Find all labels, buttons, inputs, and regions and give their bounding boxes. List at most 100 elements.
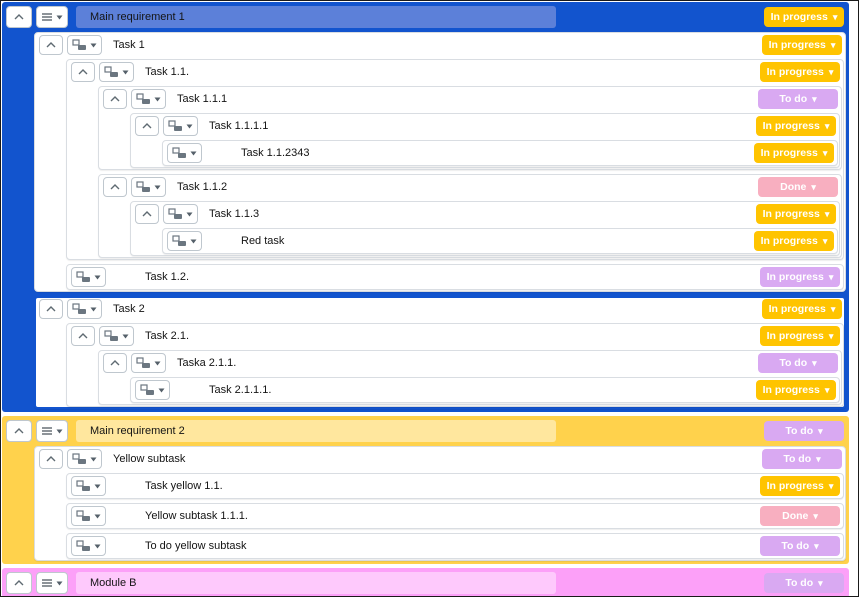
task-row[interactable]: Task 1.1.3 In progress ▾ (132, 203, 838, 225)
task-row[interactable]: Task 2.1.1.1. In progress ▾ (132, 379, 838, 401)
status-badge[interactable]: In progress ▾ (762, 35, 842, 55)
subtask-menu-button[interactable] (71, 476, 106, 496)
task-row[interactable]: Yellow subtask 1.1.1. Done ▾ (68, 505, 842, 527)
task-group-taska-2-1-1: Taska 2.1.1. To do ▾ (98, 350, 842, 405)
row-controls (68, 267, 145, 287)
subtask-menu-button[interactable] (67, 449, 102, 469)
task-row[interactable]: Red task In progress ▾ (164, 230, 836, 252)
task-row[interactable]: Taska 2.1.1. To do ▾ (100, 352, 840, 374)
add-subtask-icon (136, 93, 150, 104)
task-row[interactable]: To do yellow subtask To do ▾ (68, 535, 842, 557)
subtask-menu-button[interactable] (131, 89, 166, 109)
task-row[interactable]: Task 1.1. In progress ▾ (68, 61, 842, 83)
children: Task 2.1. In progress ▾ (66, 323, 844, 407)
status-badge[interactable]: To do ▾ (758, 353, 838, 373)
subtask-menu-button[interactable] (131, 353, 166, 373)
menu-button[interactable] (36, 6, 68, 28)
status-badge[interactable]: In progress ▾ (762, 299, 842, 319)
menu-button[interactable] (36, 572, 68, 594)
requirement-row-main-2[interactable]: Main requirement 2 To do ▾ (5, 419, 846, 443)
task-row[interactable]: Task 1.1.2343 In progress ▾ (164, 142, 836, 164)
subtask-menu-button[interactable] (67, 299, 102, 319)
subtask-menu-button[interactable] (71, 536, 106, 556)
status-badge[interactable]: In progress ▾ (760, 267, 840, 287)
task-leaf-task-1-1-2343: Task 1.1.2343 In progress ▾ (162, 140, 838, 166)
collapse-button[interactable] (103, 353, 127, 373)
requirement-row-module-b[interactable]: Module B To do ▾ (5, 571, 846, 595)
status-badge[interactable]: In progress ▾ (764, 7, 844, 27)
subtask-menu-button[interactable] (135, 380, 170, 400)
subtask-menu-button[interactable] (67, 35, 102, 55)
children: Task 1.1.2343 In progress ▾ (162, 140, 838, 166)
collapse-button[interactable] (6, 6, 32, 28)
row-controls (132, 204, 209, 224)
status-badge[interactable]: To do ▾ (762, 449, 842, 469)
status-badge[interactable]: In progress ▾ (760, 326, 840, 346)
collapse-button[interactable] (135, 204, 159, 224)
status-badge[interactable]: To do ▾ (760, 536, 840, 556)
status-badge[interactable]: In progress ▾ (754, 231, 834, 251)
status-badge[interactable]: To do ▾ (758, 89, 838, 109)
collapse-button[interactable] (39, 299, 63, 319)
collapse-button[interactable] (6, 572, 32, 594)
collapse-button[interactable] (39, 35, 63, 55)
status-badge[interactable]: In progress ▾ (756, 116, 836, 136)
task-row[interactable]: Task 2.1. In progress ▾ (68, 325, 842, 347)
container-main-requirement-1: Main requirement 1 In progress ▾ (2, 2, 849, 412)
menu-button[interactable] (36, 420, 68, 442)
subtask-menu-button[interactable] (163, 116, 198, 136)
subtask-menu-button[interactable] (167, 143, 202, 163)
subtask-menu-button[interactable] (71, 267, 106, 287)
task-row[interactable]: Task 1.1.1 To do ▾ (100, 88, 840, 110)
task-label: Task 1 (113, 39, 145, 51)
task-row[interactable]: Task yellow 1.1. In progress ▾ (68, 475, 842, 497)
task-row[interactable]: Task 1 In progress ▾ (36, 34, 844, 56)
collapse-button[interactable] (6, 420, 32, 442)
status-badge[interactable]: In progress ▾ (756, 204, 836, 224)
subtask-menu-button[interactable] (71, 506, 106, 526)
status-badge[interactable]: To do ▾ (764, 573, 844, 593)
caret-down-icon (190, 151, 197, 155)
task-row[interactable]: Task 2 In progress ▾ (36, 298, 844, 320)
row-controls (36, 35, 113, 55)
status-badge[interactable]: In progress ▾ (756, 380, 836, 400)
task-row[interactable]: Task 1.1.2 Done ▾ (100, 176, 840, 198)
subtask-menu-button[interactable] (131, 177, 166, 197)
requirement-title[interactable]: Module B (76, 572, 556, 594)
row-controls (132, 380, 209, 400)
status-badge[interactable]: To do ▾ (764, 421, 844, 441)
children: Task 1.1.1.1 In progress ▾ (130, 113, 840, 168)
add-subtask-icon (72, 453, 86, 464)
collapse-button[interactable] (103, 177, 127, 197)
collapse-button[interactable] (135, 116, 159, 136)
subtask-menu-button[interactable] (163, 204, 198, 224)
collapse-button[interactable] (39, 449, 63, 469)
add-subtask-icon (76, 480, 90, 491)
collapse-button[interactable] (71, 326, 95, 346)
caret-down-icon (154, 185, 161, 189)
task-label: Task 1.1.3 (209, 208, 260, 220)
status-badge[interactable]: Done ▾ (758, 177, 838, 197)
subtask-menu-button[interactable] (99, 326, 134, 346)
children: Task 1.1.3 In progress ▾ (130, 201, 840, 256)
status-badge[interactable]: Done ▾ (760, 506, 840, 526)
caret-down-icon (154, 361, 161, 365)
task-group-yellow-subtask: Yellow subtask To do ▾ (34, 446, 846, 561)
requirement-row-main-1[interactable]: Main requirement 1 In progress ▾ (5, 5, 846, 29)
status-badge[interactable]: In progress ▾ (760, 476, 840, 496)
container-module-b: Module B To do ▾ (2, 568, 849, 596)
collapse-button[interactable] (71, 62, 95, 82)
children: Task 2.1.1.1. In progress ▾ (130, 377, 840, 403)
task-row[interactable]: Task 1.2. In progress ▾ (68, 266, 842, 288)
status-badge[interactable]: In progress ▾ (754, 143, 834, 163)
requirement-title[interactable]: Main requirement 2 (76, 420, 556, 442)
requirement-title[interactable]: Main requirement 1 (76, 6, 556, 28)
subtask-menu-button[interactable] (99, 62, 134, 82)
status-badge[interactable]: In progress ▾ (760, 62, 840, 82)
task-label: Task 1.2. (145, 271, 190, 283)
task-row[interactable]: Task 1.1.1.1 In progress ▾ (132, 115, 838, 137)
collapse-button[interactable] (103, 89, 127, 109)
task-row[interactable]: Yellow subtask To do ▾ (36, 448, 844, 470)
task-label: Task 1.1.2 (177, 181, 228, 193)
subtask-menu-button[interactable] (167, 231, 202, 251)
